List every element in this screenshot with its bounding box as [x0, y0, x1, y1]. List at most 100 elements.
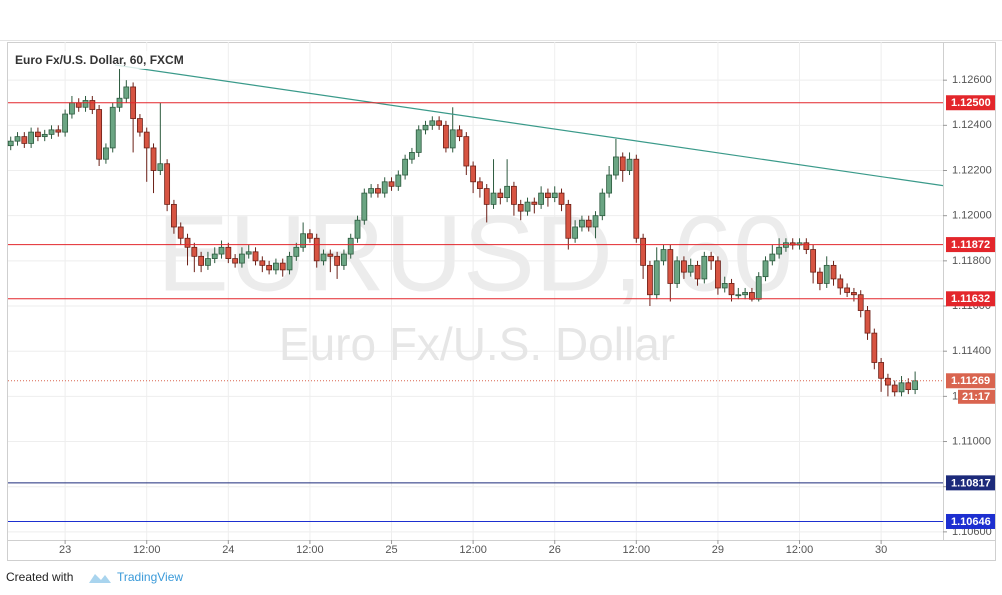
candle-body [857, 294, 864, 311]
level-label-bg [946, 95, 995, 111]
candle-body [776, 246, 783, 255]
candle-body [681, 260, 687, 273]
candle-body [558, 192, 565, 205]
candle-body [443, 124, 449, 149]
level-label: 1.12500 [951, 97, 991, 109]
candle-body [171, 203, 177, 228]
tradingview-logo[interactable]: TradingView [89, 570, 183, 584]
candle-body [75, 102, 82, 108]
candle-body [606, 174, 613, 194]
candle-body [381, 181, 388, 194]
candle-body [341, 253, 347, 266]
candle-body [708, 255, 715, 262]
candle-body [660, 249, 667, 262]
footer-text: Created with [6, 570, 73, 584]
candle-body [245, 251, 252, 255]
countdown-bg [958, 389, 995, 404]
candle-body [150, 147, 157, 171]
y-tick-label: 1.11000 [952, 435, 991, 447]
candle-body [735, 294, 742, 297]
x-tick-label: 23 [59, 544, 71, 556]
tags-layer: 1.12500 1.11872 1.11632 1.10817 1.10646 1.112… [946, 95, 995, 529]
candle-body [143, 131, 150, 149]
candle-body [755, 276, 762, 300]
y-tick-label: 1.11400 [952, 345, 991, 357]
candle-body [891, 384, 898, 393]
candle-body [456, 129, 463, 138]
level-label: 1.11632 [951, 293, 990, 305]
candle-body [293, 246, 300, 257]
level-label-bg [946, 513, 995, 529]
y-tick-label: 1.12000 [952, 210, 992, 222]
candle-body [667, 249, 674, 284]
level-label: 1.10646 [951, 516, 991, 528]
candle-body [497, 192, 504, 199]
candle-body [69, 102, 75, 115]
candle-body [647, 264, 653, 296]
last-price-label: 1.11269 [951, 375, 990, 387]
candle-body [41, 133, 48, 138]
x-tick-label: 26 [549, 544, 561, 556]
candle-body [273, 262, 279, 271]
candle-body [844, 287, 851, 293]
candle-body [517, 203, 524, 212]
candle-body [157, 163, 164, 171]
candle-body [259, 260, 266, 266]
candle-body [334, 255, 341, 266]
x-tick-label: 24 [222, 544, 234, 556]
candle-body [715, 260, 721, 289]
candle-body [103, 147, 109, 160]
candle-body [653, 260, 660, 296]
candle-body [640, 237, 647, 266]
candle-body [205, 258, 211, 266]
candle-body [422, 124, 429, 131]
trendline [115, 64, 944, 187]
candle-body [572, 226, 579, 239]
candle-body [803, 242, 810, 250]
footer-brand[interactable]: TradingView [117, 570, 183, 584]
candle-body [286, 255, 293, 271]
x-tick-label: 12:00 [133, 544, 161, 556]
candle-body [218, 246, 225, 255]
candle-body [21, 136, 28, 144]
candle-body [252, 251, 259, 262]
watermark-subtitle: Euro Fx/U.S. Dollar [279, 318, 675, 370]
candle-body [307, 233, 313, 239]
candle-body [211, 253, 218, 259]
candle-body [164, 163, 171, 205]
candle-body [89, 100, 96, 110]
candle-body [912, 380, 919, 390]
axis-layer: 23 12:00 24 12:00 25 12:00 26 12:00 29 12:00 30 1.1… [59, 74, 992, 556]
chart-title: Euro Fx/U.S. Dollar, 60, FXCM [15, 53, 184, 67]
candle-body [823, 264, 830, 284]
level-label: 1.10817 [951, 477, 991, 489]
candle-body [375, 188, 381, 194]
candle-body [415, 129, 422, 153]
candle-body [524, 201, 531, 212]
candle-body [483, 188, 490, 205]
candle-body [626, 158, 633, 171]
candle-body [14, 136, 21, 142]
candle-body [885, 377, 891, 386]
candle-body [742, 292, 749, 296]
x-tick-label: 25 [385, 544, 397, 556]
candle-body [721, 283, 728, 289]
logo-icon [89, 574, 111, 583]
chart-frame [7, 42, 996, 561]
lines-layer [8, 64, 944, 522]
countdown: 21:17 [962, 391, 990, 403]
level-label-bg [946, 475, 995, 491]
candle-body [851, 292, 857, 296]
candle-body [449, 129, 456, 149]
candle-body [749, 292, 755, 300]
x-tick-label: 12:00 [296, 544, 324, 556]
candle-body [402, 158, 409, 176]
candle-body [619, 156, 626, 171]
candle-body [585, 219, 592, 228]
level-label-bg [946, 291, 995, 307]
candle-body [470, 165, 477, 183]
candle-body [123, 86, 130, 99]
candle-body [55, 129, 62, 133]
candle-body [232, 258, 239, 264]
